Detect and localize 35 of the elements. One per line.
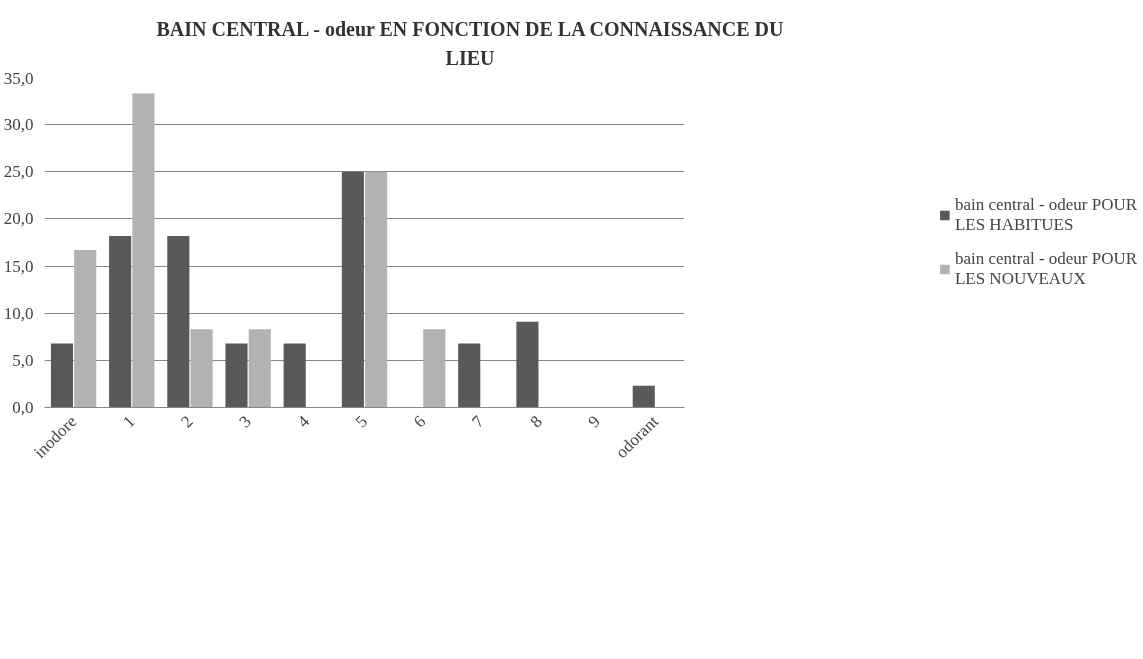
bar — [225, 343, 248, 408]
bar — [190, 329, 213, 408]
x-tick-label: 7 — [468, 411, 488, 432]
y-tick-label: 0,0 — [12, 398, 34, 418]
y-tick-label: 5,0 — [12, 350, 34, 370]
y-tick-label: 35,0 — [3, 68, 34, 88]
bar — [632, 385, 655, 408]
x-tick-label: 8 — [526, 411, 546, 432]
bar — [167, 236, 190, 408]
x-tick-label: 1 — [119, 411, 139, 432]
chart-title: BAIN CENTRAL - odeur EN FONCTION DE LA CONNAISSANCE DU LIEU — [155, 17, 785, 71]
bar — [248, 329, 271, 408]
bar — [109, 236, 132, 408]
bar — [458, 343, 481, 408]
y-tick-label: 20,0 — [3, 209, 34, 229]
y-tick-label: 30,0 — [3, 115, 34, 135]
x-tick-label: 5 — [351, 411, 372, 432]
bar — [365, 171, 388, 408]
x-tick-label: 6 — [409, 411, 430, 432]
bar — [423, 329, 446, 408]
bar — [74, 250, 97, 408]
bar — [50, 343, 74, 408]
bar — [132, 93, 155, 408]
bar — [341, 171, 364, 408]
bar — [283, 343, 306, 408]
x-tick-label: 3 — [235, 411, 255, 432]
x-tick-label: 2 — [177, 411, 197, 432]
y-tick-label: 10,0 — [3, 303, 34, 323]
y-tick-label: 15,0 — [3, 256, 34, 276]
x-tick-label: 9 — [584, 411, 604, 432]
bar — [516, 321, 539, 408]
x-tick-label: 4 — [293, 411, 314, 432]
legend-label: bain central - odeur POUR LES NOUVEAUX — [954, 249, 1138, 290]
y-tick-label: 25,0 — [3, 162, 34, 182]
legend-label: bain central - odeur POUR LES HABITUES — [954, 195, 1138, 236]
